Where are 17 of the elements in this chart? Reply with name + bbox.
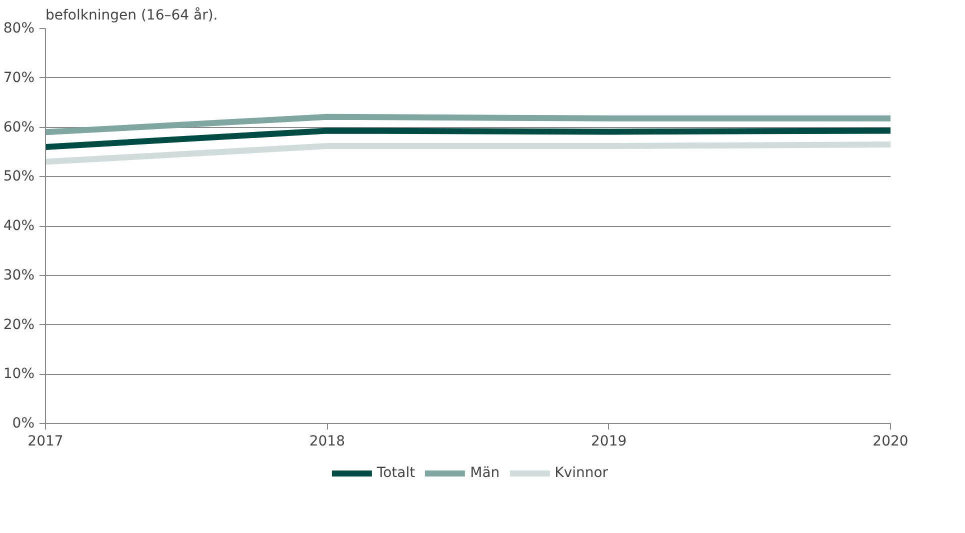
x-tick-label: 2017 <box>28 434 64 450</box>
y-tick-label: 0% <box>12 416 35 432</box>
x-tick-label: 2019 <box>591 434 627 450</box>
y-tick-label: 80% <box>3 20 35 36</box>
legend-label: Män <box>470 465 500 481</box>
y-tick-label: 60% <box>3 119 35 136</box>
y-tick-label: 10% <box>3 366 35 382</box>
y-tick-label: 30% <box>3 267 35 284</box>
y-tick-label: 50% <box>3 168 35 185</box>
legend-label: Kvinnor <box>554 465 608 481</box>
y-tick-label: 40% <box>3 218 35 234</box>
x-tick-label: 2020 <box>872 434 908 450</box>
chart-title: befolkningen (16–64 år). <box>46 6 218 24</box>
y-tick-label: 20% <box>3 316 35 333</box>
legend-label: Totalt <box>376 465 416 481</box>
y-tick-label: 70% <box>3 70 35 86</box>
x-tick-label: 2018 <box>309 434 345 450</box>
